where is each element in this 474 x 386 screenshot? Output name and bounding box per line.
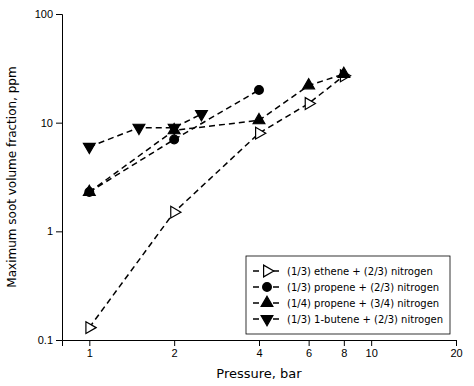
legend-marker [261, 316, 273, 326]
y-tick: 100 [35, 8, 62, 20]
plot: 1 2 4 6 8 10 20 0.1 1 10 100 (1/3) ethene + (2/3) n… [35, 8, 463, 359]
legend-marker [261, 296, 273, 306]
series-line [89, 90, 259, 192]
x-tick: 6 [306, 340, 312, 359]
y-tick-mark [56, 340, 62, 341]
series-line [89, 114, 201, 147]
data-point [171, 206, 181, 218]
y-tick-mark [56, 123, 62, 124]
x-tick-mark [344, 340, 345, 346]
y-tick-label: 100 [35, 8, 53, 20]
legend-marker [264, 265, 274, 277]
data-point [305, 98, 315, 110]
x-tick-label: 1 [87, 347, 93, 359]
data-point [170, 135, 179, 144]
data-point [133, 124, 145, 134]
x-axis: 1 2 4 6 8 10 20 [63, 340, 463, 359]
data-point [303, 79, 315, 89]
data-point [168, 124, 180, 134]
data-point [253, 114, 265, 124]
legend-label: (1/3) propene + (2/3) nitrogen [287, 282, 439, 293]
x-tick-mark [89, 340, 90, 346]
legend-label: (1/4) propene + (3/4) nitrogen [287, 298, 439, 309]
legend-entry: (1/3) propene + (2/3) nitrogen [253, 282, 439, 293]
x-tick: 2 [172, 340, 178, 359]
series-line [89, 74, 344, 192]
y-tick: 10 [41, 117, 62, 129]
legend-label: (1/3) ethene + (2/3) nitrogen [287, 266, 433, 277]
x-tick-label: 20 [450, 347, 462, 359]
x-tick-label: 8 [341, 347, 347, 359]
y-tick-mark [56, 231, 62, 232]
y-tick: 1 [47, 225, 62, 237]
y-tick-label: 10 [41, 117, 53, 129]
legend-entry: (1/3) 1-butene + (2/3) nitrogen [253, 314, 443, 326]
y-tick: 0.1 [38, 334, 62, 346]
x-tick-label: 4 [256, 347, 262, 359]
data-point [83, 185, 95, 195]
legend: (1/3) ethene + (2/3) nitrogen (1/3) prope… [246, 256, 450, 334]
series [83, 67, 349, 195]
data-point [86, 322, 96, 334]
x-tick-mark [456, 340, 457, 346]
data-point [168, 124, 180, 134]
x-tick-label: 10 [366, 347, 378, 359]
x-tick: 4 [256, 340, 262, 359]
x-tick-mark [259, 340, 260, 346]
y-axis: 0.1 1 10 100 [35, 8, 63, 346]
y-tick-label: 0.1 [38, 334, 53, 346]
y-tick-label: 1 [47, 225, 53, 237]
data-point [256, 127, 266, 139]
x-axis-line [63, 341, 457, 347]
legend-label: (1/3) 1-butene + (2/3) nitrogen [287, 314, 443, 325]
chart: 1 2 4 6 8 10 20 0.1 1 10 100 (1/3) ethene + (2/3) n… [0, 0, 474, 386]
x-tick-mark [371, 340, 372, 346]
x-axis-title: Pressure, bar [216, 366, 302, 381]
y-axis-title: Maximum soot volume fraction, ppm [5, 66, 19, 287]
legend-entry: (1/3) ethene + (2/3) nitrogen [253, 265, 433, 277]
series [85, 86, 263, 197]
x-tick: 20 [450, 340, 462, 359]
x-tick: 10 [366, 340, 378, 359]
y-axis-line [56, 15, 63, 341]
x-tick-label: 6 [306, 347, 312, 359]
legend-marker [263, 283, 272, 292]
x-tick: 8 [341, 340, 347, 359]
x-tick-mark [174, 340, 175, 346]
x-tick: 1 [87, 340, 93, 359]
data-point [338, 67, 350, 77]
data-point [83, 143, 95, 153]
x-tick-mark [309, 340, 310, 346]
x-tick-label: 2 [172, 347, 178, 359]
data-point [255, 86, 264, 95]
series [83, 111, 207, 154]
data-point [196, 111, 208, 121]
legend-entry: (1/4) propene + (3/4) nitrogen [253, 296, 439, 308]
legend-frame [246, 256, 450, 334]
y-tick-mark [56, 14, 62, 15]
